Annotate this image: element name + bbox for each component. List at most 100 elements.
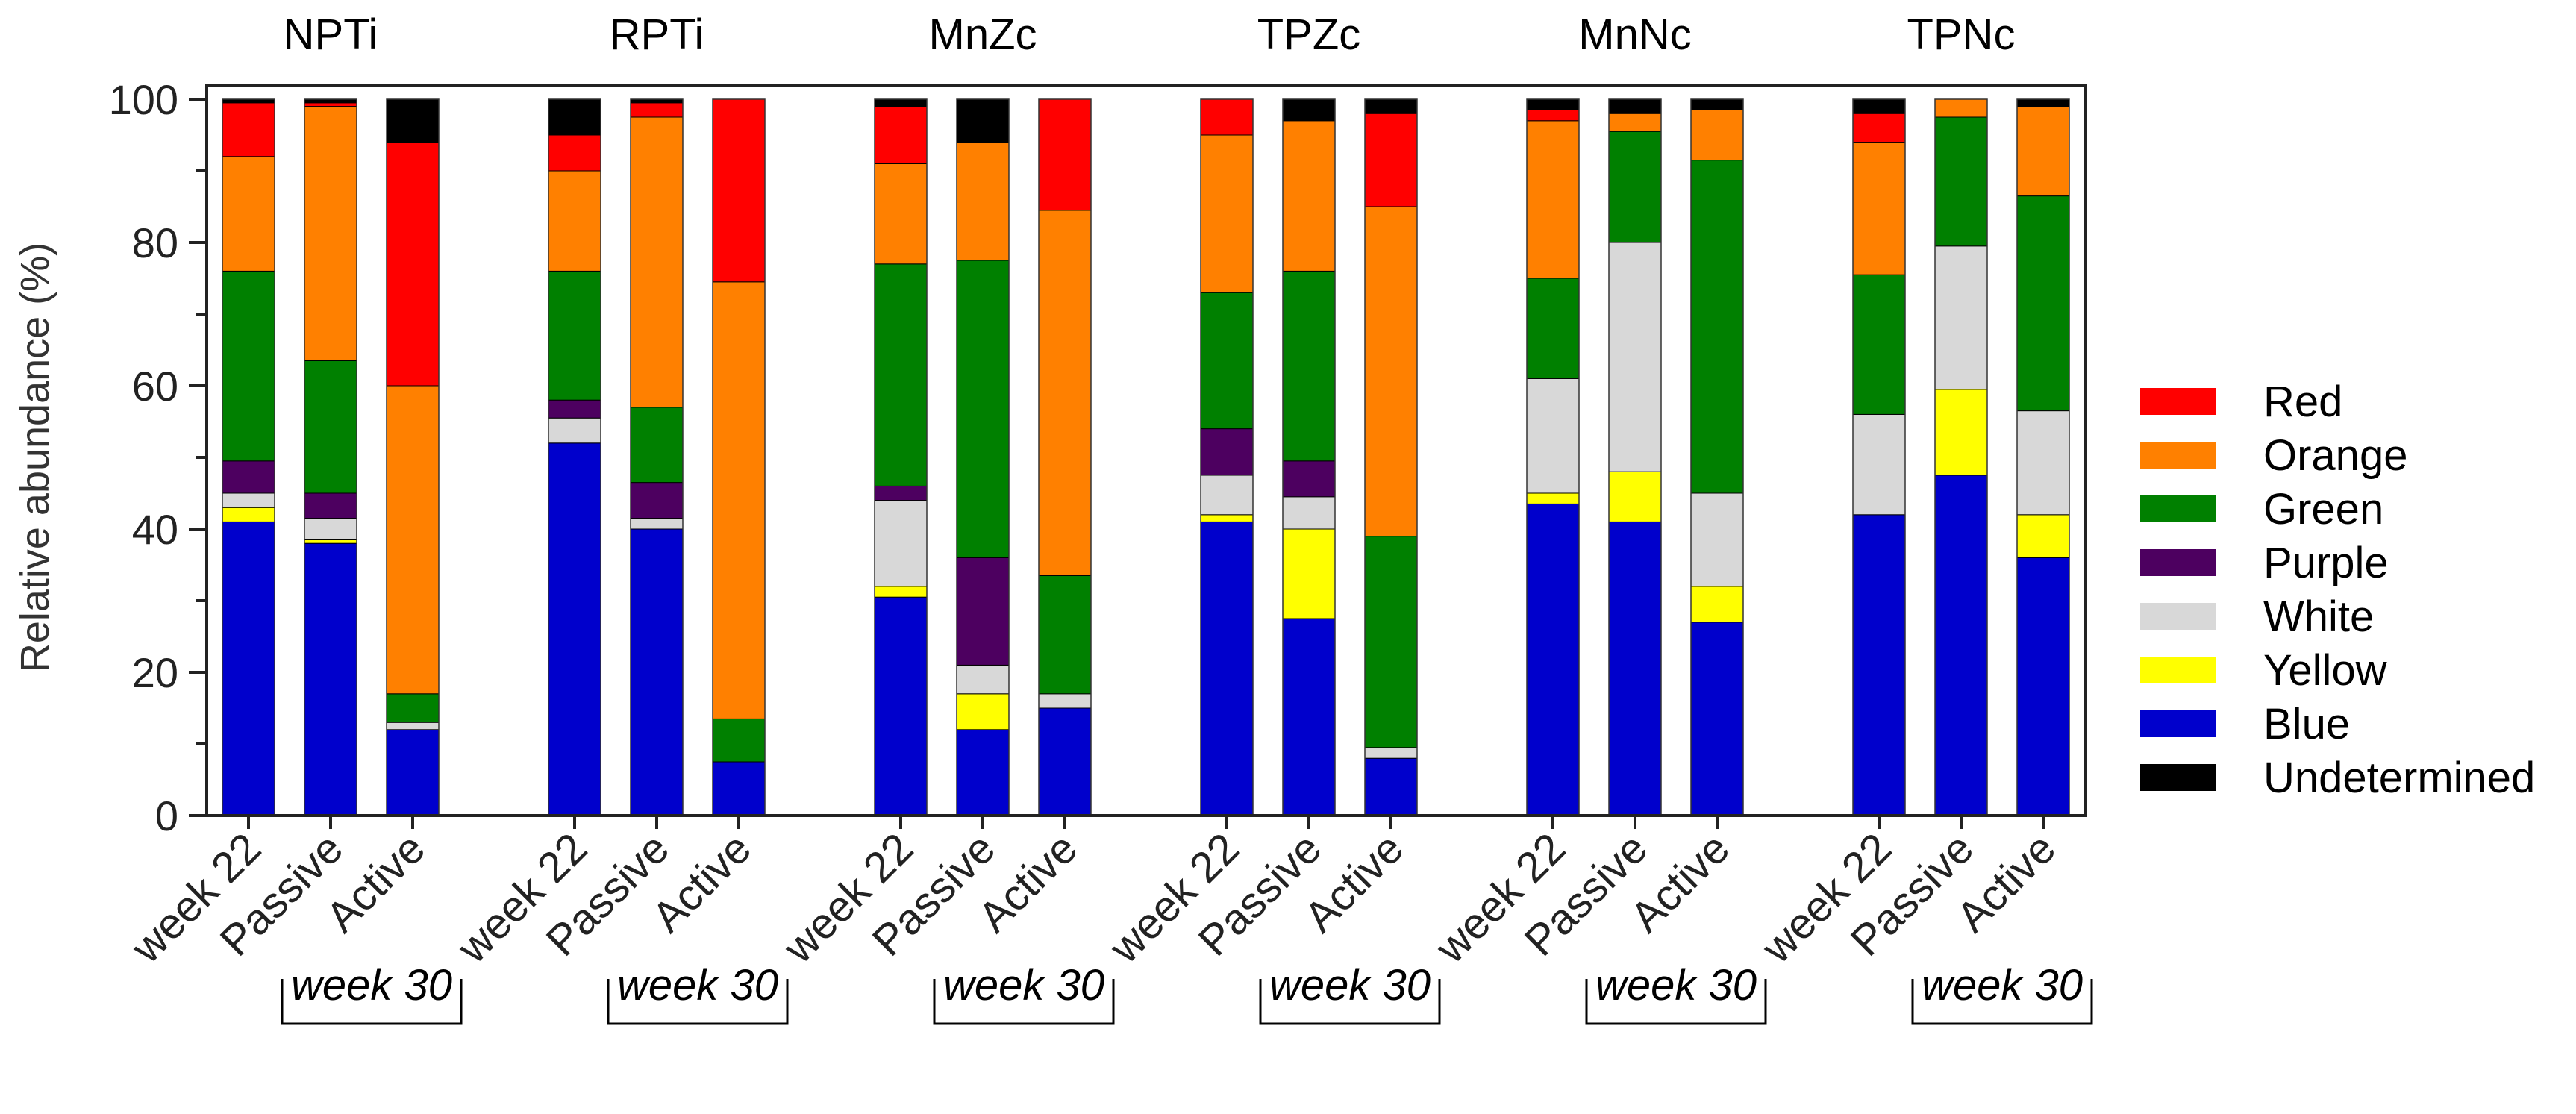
bar-segment-tpzc-passive-undetermined	[1282, 98, 1336, 122]
legend-swatch-orange	[2140, 442, 2216, 469]
week30-bracket	[607, 979, 789, 1025]
legend-swatch-undetermined	[2140, 764, 2216, 791]
bar-segment-mnzc-week-22-yellow	[874, 586, 928, 598]
bar-segment-rpti-passive-red	[630, 102, 684, 118]
bar-segment-tpzc-week-22-red	[1200, 98, 1254, 136]
bar-segment-tpnc-active-white	[2016, 410, 2070, 516]
bar-segment-npti-week-22-purple	[222, 460, 275, 494]
bar-segment-tpzc-passive-blue	[1282, 618, 1336, 816]
bar-segment-npti-passive-orange	[304, 106, 357, 361]
bar-segment-tpnc-passive-orange	[1934, 98, 1988, 118]
bar-segment-mnzc-week-22-purple	[874, 485, 928, 501]
bar-segment-tpzc-week-22-blue	[1200, 521, 1254, 816]
y-axis-title: Relative abundance (%)	[13, 242, 57, 672]
bar-segment-tpzc-active-red	[1364, 113, 1418, 207]
plot-frame	[205, 84, 2087, 817]
week30-bracket-label: week 30	[291, 961, 452, 1010]
week30-bracket	[1259, 979, 1441, 1025]
bar-segment-tpnc-week-22-undetermined	[1852, 98, 1906, 114]
bar-segment-tpzc-week-22-yellow	[1200, 514, 1254, 522]
legend-swatch-blue	[2140, 710, 2216, 737]
bar-segment-rpti-passive-green	[630, 407, 684, 484]
group-title-npti: NPTi	[284, 10, 378, 59]
bar-segment-tpnc-active-green	[2016, 195, 2070, 412]
week30-bracket	[1585, 979, 1767, 1025]
bar-segment-npti-passive-white	[304, 518, 357, 540]
bar-segment-mnnc-passive-green	[1608, 131, 1662, 243]
bar-segment-npti-passive-red	[304, 102, 357, 107]
bar-segment-mnzc-active-red	[1038, 98, 1092, 211]
bar-segment-mnnc-active-orange	[1690, 109, 1744, 161]
bar-segment-mnnc-active-undetermined	[1690, 98, 1744, 110]
bar-segment-tpzc-passive-white	[1282, 496, 1336, 530]
bar-segment-tpnc-week-22-red	[1852, 113, 1906, 143]
legend-swatch-white	[2140, 603, 2216, 630]
bar-segment-mnzc-active-green	[1038, 575, 1092, 695]
legend-swatch-red	[2140, 388, 2216, 415]
bar-segment-mnnc-active-green	[1690, 160, 1744, 494]
bar-segment-rpti-active-green	[712, 718, 766, 763]
bar-segment-rpti-passive-white	[630, 518, 684, 530]
bar-segment-mnzc-week-22-orange	[874, 163, 928, 265]
bar-segment-mnnc-passive-white	[1608, 242, 1662, 472]
y-tick-label: 80	[132, 219, 178, 266]
bar-segment-rpti-week-22-white	[548, 417, 601, 444]
bar-segment-tpnc-passive-green	[1934, 116, 1988, 247]
bar-segment-mnzc-active-orange	[1038, 210, 1092, 576]
bar-segment-tpnc-passive-blue	[1934, 475, 1988, 816]
bar-segment-npti-week-22-yellow	[222, 507, 275, 522]
bar-segment-mnzc-week-22-green	[874, 263, 928, 486]
group-title-rpti: RPTi	[610, 10, 704, 59]
legend-label-blue: Blue	[2263, 700, 2350, 748]
group-title-tpzc: TPZc	[1257, 10, 1361, 59]
bar-segment-npti-passive-purple	[304, 492, 357, 519]
legend-swatch-green	[2140, 495, 2216, 522]
week30-bracket-label: week 30	[1595, 961, 1757, 1010]
bar-segment-tpnc-active-yellow	[2016, 514, 2070, 558]
bar-segment-tpzc-week-22-white	[1200, 475, 1254, 516]
bar-segment-mnnc-week-22-green	[1526, 278, 1580, 379]
group-title-mnzc: MnZc	[929, 10, 1037, 59]
bar-segment-tpzc-active-undetermined	[1364, 98, 1418, 114]
bar-segment-mnzc-passive-yellow	[956, 693, 1010, 730]
bar-segment-tpzc-passive-green	[1282, 270, 1336, 462]
bar-segment-rpti-active-blue	[712, 761, 766, 816]
legend-swatch-yellow	[2140, 657, 2216, 683]
bar-segment-rpti-week-22-undetermined	[548, 98, 601, 136]
bar-segment-mnnc-passive-orange	[1608, 113, 1662, 132]
bar-segment-mnzc-passive-white	[956, 664, 1010, 695]
bar-segment-mnzc-week-22-red	[874, 106, 928, 164]
bar-segment-rpti-passive-purple	[630, 482, 684, 519]
y-tick-label: 40	[132, 506, 178, 553]
legend-label-purple: Purple	[2263, 539, 2389, 587]
bar-segment-mnnc-passive-yellow	[1608, 471, 1662, 522]
bar-segment-tpzc-passive-purple	[1282, 460, 1336, 498]
bar-segment-tpzc-passive-orange	[1282, 120, 1336, 272]
week30-bracket	[933, 979, 1115, 1025]
bar-segment-rpti-active-red	[712, 98, 766, 283]
bar-segment-mnzc-active-white	[1038, 693, 1092, 709]
bar-segment-rpti-week-22-red	[548, 134, 601, 172]
bar-segment-mnnc-week-22-red	[1526, 109, 1580, 122]
group-title-mnnc: MnNc	[1578, 10, 1691, 59]
week30-bracket-label: week 30	[943, 961, 1104, 1010]
bar-segment-mnzc-week-22-undetermined	[874, 98, 928, 107]
bar-segment-npti-week-22-red	[222, 102, 275, 157]
bar-segment-mnzc-passive-purple	[956, 557, 1010, 666]
bar-segment-npti-week-22-green	[222, 270, 275, 462]
bar-segment-mnzc-week-22-white	[874, 500, 928, 587]
bar-segment-mnnc-passive-blue	[1608, 521, 1662, 816]
bar-segment-mnzc-active-blue	[1038, 707, 1092, 816]
bar-segment-rpti-passive-orange	[630, 116, 684, 408]
bar-segment-mnzc-passive-orange	[956, 142, 1010, 261]
bar-segment-tpzc-week-22-green	[1200, 292, 1254, 430]
bar-segment-tpnc-week-22-white	[1852, 413, 1906, 516]
bar-segment-tpnc-active-undetermined	[2016, 98, 2070, 107]
bar-segment-rpti-week-22-blue	[548, 442, 601, 816]
bar-segment-mnnc-week-22-blue	[1526, 503, 1580, 816]
bar-segment-rpti-passive-blue	[630, 528, 684, 816]
bar-segment-tpnc-week-22-blue	[1852, 514, 1906, 816]
y-tick-label: 60	[132, 363, 178, 410]
bar-segment-mnnc-week-22-white	[1526, 378, 1580, 494]
